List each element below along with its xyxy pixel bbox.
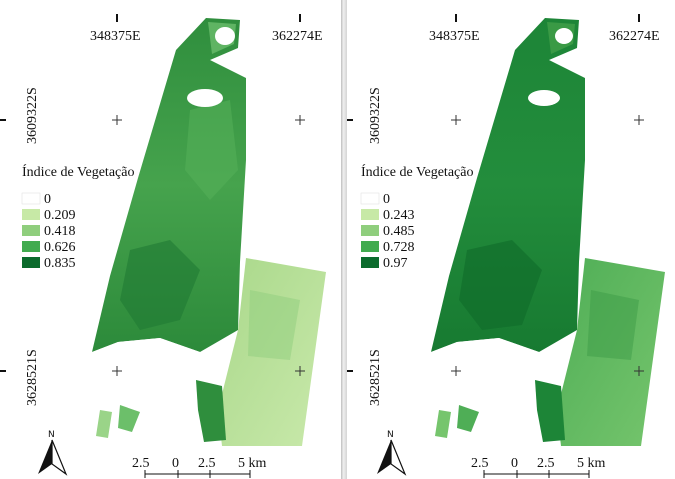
north-arrow-icon [377,440,391,474]
legend-swatch [361,225,379,236]
legend-item: 0.243 [361,208,415,223]
scale-label: 5 km [238,456,267,471]
scale-bar: 2.5 0 2.5 5 km [132,456,267,478]
non-vegetation-area [88,338,212,420]
map-canvas-right: 348375E 362274E 3609322S 3628521S Índice… [347,14,665,478]
map-canvas-left: 348375E 362274E 3609322S 3628521S Índice… [0,14,326,478]
north-label: N [48,430,55,440]
coord-label-x-right: 362274E [272,29,323,44]
non-vegetation-area [427,338,551,420]
grid-cross [451,115,644,376]
legend-swatch [22,257,40,268]
legend-item: 0 [360,192,390,207]
legend-swatch [21,192,41,205]
legend-label: 0.209 [44,208,76,223]
north-arrow: N [38,430,68,476]
legend-item: 0 [21,192,51,207]
non-vegetation-spot [187,89,223,107]
vegetation-fragment [196,380,226,442]
legend-item: 0.97 [361,256,408,271]
legend: Índice de Vegetação 0 0.243 0.485 0.728 … [360,163,473,271]
legend-label: 0.243 [383,208,415,223]
scale-label: 2.5 [537,456,555,471]
coord-label-x-left: 348375E [90,29,141,44]
non-vegetation-spot [215,27,235,45]
legend-title: Índice de Vegetação [22,163,134,180]
coord-label-y-bottom: 3628521S [25,349,40,406]
north-label: N [387,430,394,440]
legend-label: 0.626 [44,240,76,255]
scale-label: 0 [511,456,518,471]
scale-label: 0 [172,456,179,471]
panel-divider [341,0,347,479]
vegetation-dark-patch [185,100,238,200]
vegetation-fragment [457,405,479,432]
legend-item: 0.209 [22,208,76,223]
coord-label-x-left: 348375E [429,29,480,44]
map-panel-left: 348375E 362274E 3609322S 3628521S Índice… [0,14,326,478]
legend-swatch [361,241,379,252]
legend-item: 0.418 [22,224,76,239]
legend-swatch [22,225,40,236]
scale-label: 2.5 [471,456,489,471]
legend-label: 0.835 [44,256,76,271]
legend-label: 0 [44,192,51,207]
north-arrow: N [377,430,407,476]
legend-item: 0.485 [361,224,415,239]
map-panel-right: 348375E 362274E 3609322S 3628521S Índice… [347,0,675,479]
coord-label-x-right: 362274E [609,29,660,44]
legend-label: 0.97 [383,256,408,271]
legend-label: 0.418 [44,224,76,239]
non-vegetation-spot [528,90,560,106]
vegetation-dark-patch [120,240,200,330]
vegetation-fragment [96,410,112,438]
legend-swatch [22,209,40,220]
scale-label: 2.5 [198,456,216,471]
vegetation-light-patch [587,290,639,360]
legend-item: 0.835 [22,256,76,271]
coord-label-y-top: 3609322S [368,87,383,144]
legend-label: 0 [383,192,390,207]
legend-swatch [22,241,40,252]
legend-item: 0.626 [22,240,76,255]
legend-swatch [361,257,379,268]
legend-item: 0.728 [361,240,415,255]
legend-swatch [361,209,379,220]
scale-label: 5 km [577,456,606,471]
vegetation-fragment [435,410,451,438]
vegetation-fragment [535,380,565,442]
north-arrow-icon [390,439,407,476]
scale-label: 2.5 [132,456,150,471]
legend: Índice de Vegetação 0 0.209 0.418 0.626 … [21,163,134,271]
vegetation-dark-patch [459,240,542,330]
vegetation-area-light [557,258,665,446]
legend-swatch [360,192,380,205]
vegetation-fragment [118,405,140,432]
non-vegetation-spot [555,28,573,44]
scale-bar: 2.5 0 2.5 5 km [471,456,606,478]
legend-label: 0.485 [383,224,415,239]
legend-label: 0.728 [383,240,415,255]
grid-cross [112,115,305,376]
coord-label-y-bottom: 3628521S [368,349,383,406]
legend-title: Índice de Vegetação [361,163,473,180]
coord-label-y-top: 3609322S [25,87,40,144]
north-arrow-icon [38,440,52,474]
north-arrow-icon [51,439,68,476]
vegetation-light-patch [248,290,300,360]
